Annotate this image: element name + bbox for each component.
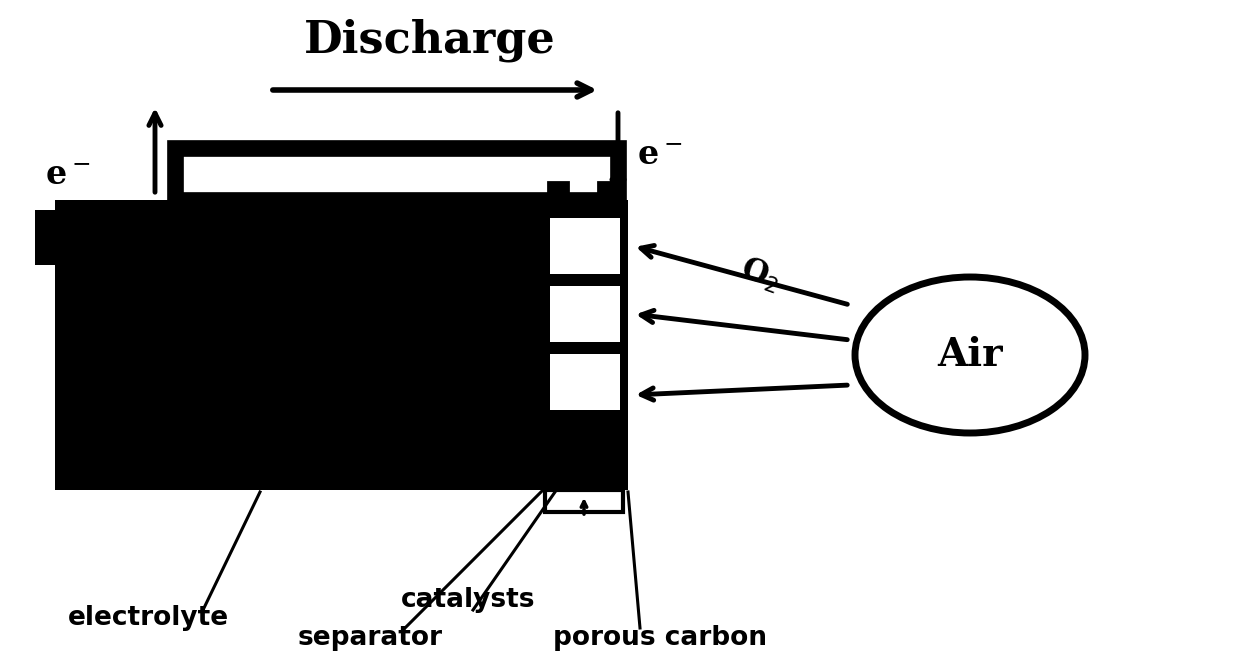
Bar	[35, 210, 69, 265]
Bar	[598, 182, 618, 200]
Bar	[548, 182, 567, 200]
Text: Air: Air	[937, 336, 1002, 374]
Bar	[55, 200, 540, 490]
Bar	[550, 354, 620, 410]
Text: porous carbon: porous carbon	[553, 625, 767, 651]
Bar	[550, 218, 620, 274]
Text: O$_2$: O$_2$	[736, 253, 784, 297]
Text: catalysts: catalysts	[400, 587, 535, 613]
Text: Discharge: Discharge	[304, 18, 556, 61]
Text: e$^-$: e$^-$	[46, 158, 90, 192]
Bar	[175, 148, 618, 200]
Text: electrolyte: electrolyte	[67, 605, 228, 631]
Text: separator: separator	[297, 625, 442, 651]
Text: e$^-$: e$^-$	[637, 138, 683, 172]
Bar	[540, 200, 628, 490]
Bar	[550, 286, 620, 342]
Ellipse shape	[855, 277, 1085, 433]
Bar	[545, 490, 623, 512]
